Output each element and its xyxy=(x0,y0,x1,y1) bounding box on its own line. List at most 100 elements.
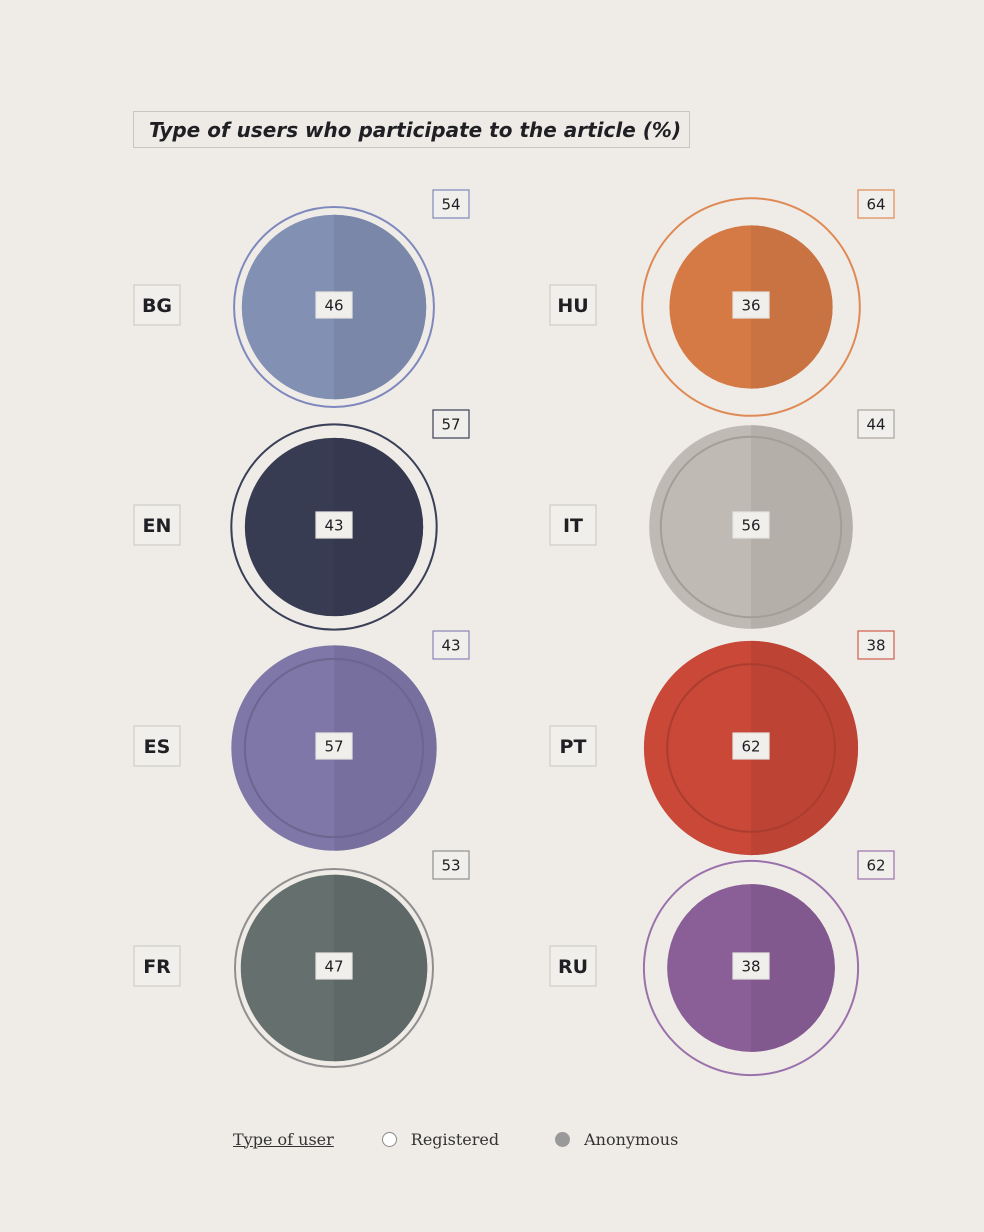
country-label-hu-box xyxy=(549,284,597,326)
country-label-ru-text: RU xyxy=(558,956,588,978)
country-label-pt-text: PT xyxy=(560,736,587,758)
anonymous-value-label-ru: 38 xyxy=(732,952,770,980)
country-label-en: EN xyxy=(133,504,181,546)
anonymous-value-label-bg-text: 46 xyxy=(324,296,343,314)
registered-value-label-pt-text: 38 xyxy=(866,636,885,654)
registered-value-label-pt: 38 xyxy=(857,630,895,660)
registered-circle-en xyxy=(230,423,438,631)
registered-value-label-ru-text: 62 xyxy=(866,856,885,874)
anonymous-circle-shade-ru xyxy=(751,884,835,1052)
country-label-bg-box xyxy=(133,284,181,326)
country-label-hu-text: HU xyxy=(557,295,588,317)
registered-value-label-bg-box xyxy=(432,189,470,219)
anonymous-value-label-it-box xyxy=(732,511,770,539)
country-label-fr: FR xyxy=(133,945,181,987)
registered-value-label-es-text: 43 xyxy=(441,636,460,654)
registered-value-label-it-box xyxy=(857,409,895,439)
anonymous-value-label-es: 57 xyxy=(315,732,353,760)
anonymous-value-label-it: 56 xyxy=(732,511,770,539)
anonymous-value-label-fr: 47 xyxy=(315,952,353,980)
anonymous-value-label-hu: 36 xyxy=(732,291,770,319)
anonymous-value-label-ru-text: 38 xyxy=(741,957,760,975)
anonymous-value-label-es-text: 57 xyxy=(324,737,343,755)
legend-label-anonymous: Anonymous xyxy=(584,1129,679,1149)
anonymous-value-label-it-text: 56 xyxy=(741,516,760,534)
registered-value-label-es: 43 xyxy=(432,630,470,660)
anonymous-value-label-ru-box xyxy=(732,952,770,980)
legend-label-registered: Registered xyxy=(410,1129,500,1149)
registered-circle-it xyxy=(659,435,843,619)
registered-circle-es xyxy=(243,657,425,839)
country-label-fr-text: FR xyxy=(143,956,171,978)
circle-group-hu: 36 64 HU xyxy=(549,189,895,417)
registered-value-label-it: 44 xyxy=(857,409,895,439)
registered-value-label-en-text: 57 xyxy=(441,415,460,433)
anonymous-value-label-en-text: 43 xyxy=(324,516,343,534)
anonymous-value-label-es-box xyxy=(315,732,353,760)
anonymous-value-label-fr-box xyxy=(315,952,353,980)
country-label-en-box xyxy=(133,504,181,546)
anonymous-value-label-en: 43 xyxy=(315,511,353,539)
registered-circle-fr xyxy=(233,867,435,1069)
country-label-fr-box xyxy=(133,945,181,987)
circle-group-pt: 62 38 PT xyxy=(549,630,895,856)
registered-value-label-bg-text: 54 xyxy=(441,195,460,213)
circle-group-ru: 38 62 RU xyxy=(549,850,895,1077)
country-label-hu: HU xyxy=(549,284,597,326)
anonymous-swatch-icon xyxy=(555,1131,571,1147)
anonymous-value-label-en-box xyxy=(315,511,353,539)
registered-value-label-es-box xyxy=(432,630,470,660)
anonymous-value-label-pt-text: 62 xyxy=(741,737,760,755)
anonymous-circle-shade-es xyxy=(334,645,437,851)
country-label-pt-box xyxy=(549,725,597,767)
registered-value-label-ru: 62 xyxy=(857,850,895,880)
country-label-ru: RU xyxy=(549,945,597,987)
registered-value-label-fr-text: 53 xyxy=(441,856,460,874)
country-label-es-box xyxy=(133,725,181,767)
registered-value-label-en-box xyxy=(432,409,470,439)
anonymous-value-label-hu-text: 36 xyxy=(741,296,760,314)
registered-swatch-icon xyxy=(381,1131,397,1147)
registered-value-label-fr-box xyxy=(432,850,470,880)
anonymous-circle-shade-en xyxy=(334,437,424,617)
country-label-it-text: IT xyxy=(563,515,583,537)
country-label-ru-box xyxy=(549,945,597,987)
registered-value-label-hu: 64 xyxy=(857,189,895,219)
registered-value-label-fr: 53 xyxy=(432,850,470,880)
country-label-es: ES xyxy=(133,725,181,767)
chart-title: Type of users who participate to the art… xyxy=(133,111,690,148)
legend-item-registered: Registered xyxy=(381,1129,500,1149)
circle-group-fr: 47 53 FR xyxy=(133,850,470,1069)
country-label-bg: BG xyxy=(133,284,181,326)
country-label-es-text: ES xyxy=(144,736,171,758)
registered-circle-pt xyxy=(666,663,836,833)
country-label-it-box xyxy=(549,504,597,546)
registered-value-label-pt-box xyxy=(857,630,895,660)
anonymous-circle-shade-it xyxy=(751,425,853,629)
country-label-it: IT xyxy=(549,504,597,546)
registered-value-label-ru-box xyxy=(857,850,895,880)
registered-circle-bg xyxy=(233,206,435,408)
registered-value-label-bg: 54 xyxy=(432,189,470,219)
circle-group-es: 57 43 ES xyxy=(133,630,470,851)
anonymous-circle-shade-pt xyxy=(751,640,859,856)
legend: Type of user Registered Anonymous xyxy=(233,1122,734,1156)
legend-item-anonymous: Anonymous xyxy=(555,1130,678,1149)
circle-group-en: 43 57 EN xyxy=(133,409,470,631)
registered-circle-ru xyxy=(642,859,860,1077)
country-label-en-text: EN xyxy=(143,515,172,537)
registered-value-label-en: 57 xyxy=(432,409,470,439)
country-label-bg-text: BG xyxy=(142,295,172,317)
anonymous-circle-shade-bg xyxy=(334,214,427,400)
anonymous-value-label-bg: 46 xyxy=(315,291,353,319)
circle-group-it: 56 44 IT xyxy=(549,409,895,629)
country-label-pt: PT xyxy=(549,725,597,767)
anonymous-value-label-pt: 62 xyxy=(732,732,770,760)
anonymous-circle-shade-fr xyxy=(334,874,428,1062)
legend-title: Type of user xyxy=(233,1129,334,1149)
registered-value-label-hu-box xyxy=(857,189,895,219)
anonymous-value-label-pt-box xyxy=(732,732,770,760)
chart-area: 4654BG4357EN5743ES4753FR3664HU5644IT6238… xyxy=(133,189,895,1077)
circle-group-bg: 46 54 BG xyxy=(133,189,470,408)
anonymous-value-label-fr-text: 47 xyxy=(324,957,343,975)
